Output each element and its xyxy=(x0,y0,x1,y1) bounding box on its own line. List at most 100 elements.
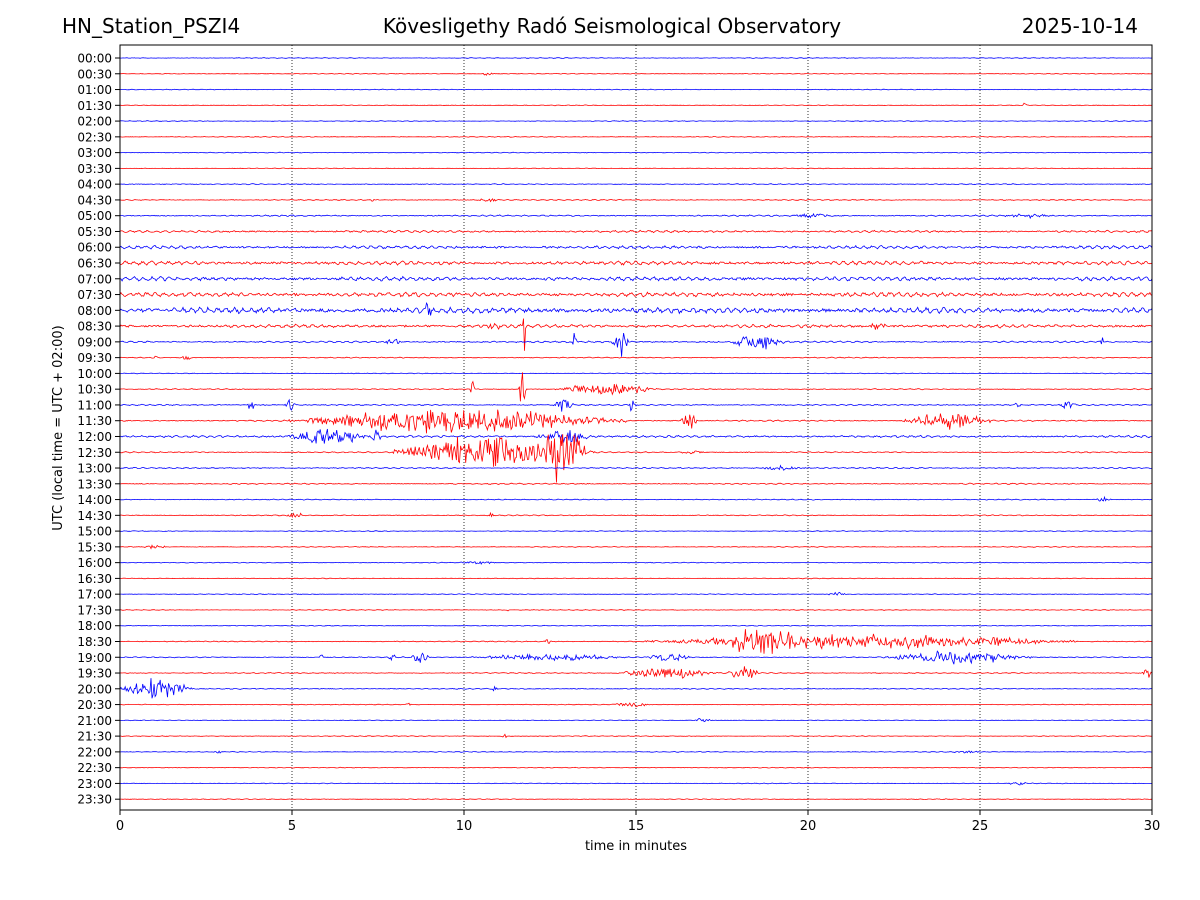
trace-0630 xyxy=(119,260,1153,266)
trace-1700 xyxy=(120,591,1153,596)
trace-0330 xyxy=(120,167,1152,170)
trace-0000 xyxy=(119,57,1153,59)
y-tick-label: 08:00 xyxy=(77,304,112,318)
y-tick-label: 09:00 xyxy=(77,335,112,349)
y-tick-label: 06:00 xyxy=(77,241,112,255)
seismogram-traces xyxy=(119,57,1153,801)
y-tick-label: 03:00 xyxy=(77,146,112,160)
trace-2130 xyxy=(120,733,1153,739)
trace-1430 xyxy=(119,511,1153,519)
trace-2030 xyxy=(119,702,1153,708)
trace-1730 xyxy=(119,609,1153,612)
y-tick-label: 02:30 xyxy=(77,130,112,144)
y-tick-label: 00:00 xyxy=(77,52,112,66)
x-tick-label: 10 xyxy=(456,819,473,834)
trace-0100 xyxy=(119,88,1153,91)
y-tick-label: 16:00 xyxy=(77,556,112,570)
y-tick-label: 08:30 xyxy=(77,320,112,334)
trace-0500 xyxy=(119,212,1153,220)
trace-1530 xyxy=(120,544,1153,550)
trace-0530 xyxy=(119,229,1153,234)
y-tick-label: 15:00 xyxy=(77,525,112,539)
trace-2100 xyxy=(119,718,1152,723)
trace-1900 xyxy=(119,650,1153,665)
y-tick-label: 20:00 xyxy=(77,682,112,696)
trace-0200 xyxy=(120,120,1153,122)
trace-2200 xyxy=(119,750,1152,754)
trace-1400 xyxy=(119,495,1153,502)
y-tick-label: 15:30 xyxy=(77,540,112,554)
y-tick-label: 04:00 xyxy=(77,178,112,192)
trace-1130 xyxy=(119,409,1153,434)
y-tick-label: 21:00 xyxy=(77,714,112,728)
y-tick-label: 10:30 xyxy=(77,383,112,397)
trace-0400 xyxy=(119,183,1153,186)
trace-1500 xyxy=(119,530,1153,532)
trace-0800 xyxy=(119,301,1153,316)
trace-1200 xyxy=(119,428,1152,444)
y-tick-label: 17:00 xyxy=(77,588,112,602)
y-tick-label: 19:30 xyxy=(77,667,112,681)
y-tick-label: 09:30 xyxy=(77,351,112,365)
y-tick-label: 04:30 xyxy=(77,193,112,207)
trace-1800 xyxy=(119,624,1153,627)
y-tick-label: 17:30 xyxy=(77,603,112,617)
trace-0430 xyxy=(119,198,1152,203)
y-tick-label: 19:00 xyxy=(77,651,112,665)
y-tick-label: 12:00 xyxy=(77,430,112,444)
trace-0300 xyxy=(120,151,1153,154)
y-tick-label: 12:30 xyxy=(77,446,112,460)
trace-0900 xyxy=(119,333,1153,357)
y-tick-label: 13:00 xyxy=(77,462,112,476)
y-tick-label: 18:00 xyxy=(77,619,112,633)
trace-1230 xyxy=(119,434,1153,483)
trace-2300 xyxy=(119,781,1153,786)
y-tick-label: 01:00 xyxy=(77,83,112,97)
trace-0230 xyxy=(119,136,1152,138)
y-tick-label: 11:30 xyxy=(77,414,112,428)
trace-0930 xyxy=(119,355,1152,361)
x-tick-label: 25 xyxy=(972,819,989,834)
x-tick-label: 30 xyxy=(1144,819,1161,834)
trace-0830 xyxy=(119,318,1153,351)
trace-0700 xyxy=(119,275,1153,282)
plot-date: 2025-10-14 xyxy=(1021,14,1138,38)
trace-2330 xyxy=(120,798,1153,801)
x-tick-label: 5 xyxy=(288,819,296,834)
y-tick-label: 21:30 xyxy=(77,730,112,744)
grid-lines xyxy=(291,45,981,810)
trace-1300 xyxy=(119,464,1153,471)
y-tick-label: 03:30 xyxy=(77,162,112,176)
observatory-title: Kövesligethy Radó Seismological Observat… xyxy=(382,14,842,38)
trace-1330 xyxy=(119,482,1153,485)
trace-1930 xyxy=(119,666,1153,679)
y-tick-label: 10:00 xyxy=(77,367,112,381)
x-axis-label: time in minutes xyxy=(585,839,687,854)
y-tick-label: 05:00 xyxy=(77,209,112,223)
x-tick-label: 20 xyxy=(800,819,817,834)
x-tick-label: 15 xyxy=(628,819,645,834)
trace-1100 xyxy=(119,398,1153,412)
trace-0130 xyxy=(119,102,1153,107)
station-name: HN_Station_PSZI4 xyxy=(62,14,241,38)
y-tick-label: 06:30 xyxy=(77,257,112,271)
trace-1830 xyxy=(119,629,1153,654)
y-tick-label: 23:00 xyxy=(77,777,112,791)
y-tick-label: 13:30 xyxy=(77,477,112,491)
y-tick-label: 14:30 xyxy=(77,509,112,523)
y-tick-label: 07:30 xyxy=(77,288,112,302)
trace-1630 xyxy=(120,577,1153,580)
y-tick-label: 18:30 xyxy=(77,635,112,649)
trace-1000 xyxy=(119,372,1153,375)
trace-2230 xyxy=(119,766,1153,769)
y-tick-label: 11:00 xyxy=(77,398,112,412)
trace-2000 xyxy=(119,678,1153,699)
trace-0030 xyxy=(119,72,1153,76)
trace-0730 xyxy=(119,291,1153,298)
y-tick-label: 02:00 xyxy=(77,115,112,129)
y-tick-label: 05:30 xyxy=(77,225,112,239)
trace-1030 xyxy=(119,372,1153,402)
trace-1600 xyxy=(119,560,1153,565)
